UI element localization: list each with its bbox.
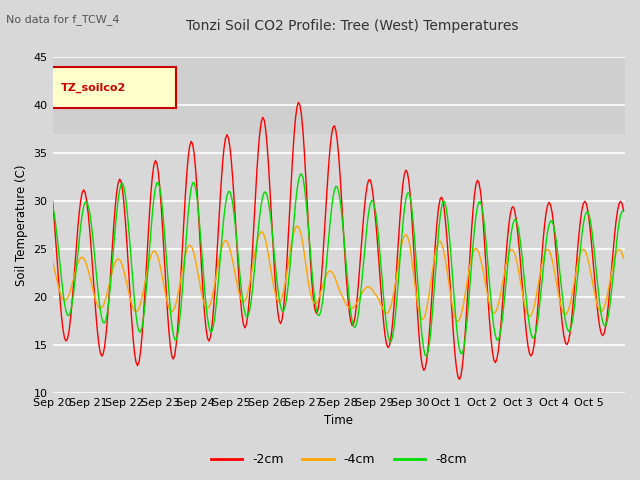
Text: TZ_soilco2: TZ_soilco2 (61, 83, 126, 93)
Line: -2cm: -2cm (52, 102, 623, 379)
Legend: -2cm, -4cm, -8cm: -2cm, -4cm, -8cm (206, 448, 472, 471)
Text: No data for f_TCW_4: No data for f_TCW_4 (6, 14, 120, 25)
FancyBboxPatch shape (50, 68, 175, 108)
Text: Tonzi Soil CO2 Profile: Tree (West) Temperatures: Tonzi Soil CO2 Profile: Tree (West) Temp… (186, 19, 518, 33)
Y-axis label: Soil Temperature (C): Soil Temperature (C) (15, 165, 28, 286)
Line: -4cm: -4cm (52, 226, 623, 321)
Bar (52, 58, 625, 134)
Line: -8cm: -8cm (52, 174, 623, 356)
X-axis label: Time: Time (324, 414, 353, 427)
